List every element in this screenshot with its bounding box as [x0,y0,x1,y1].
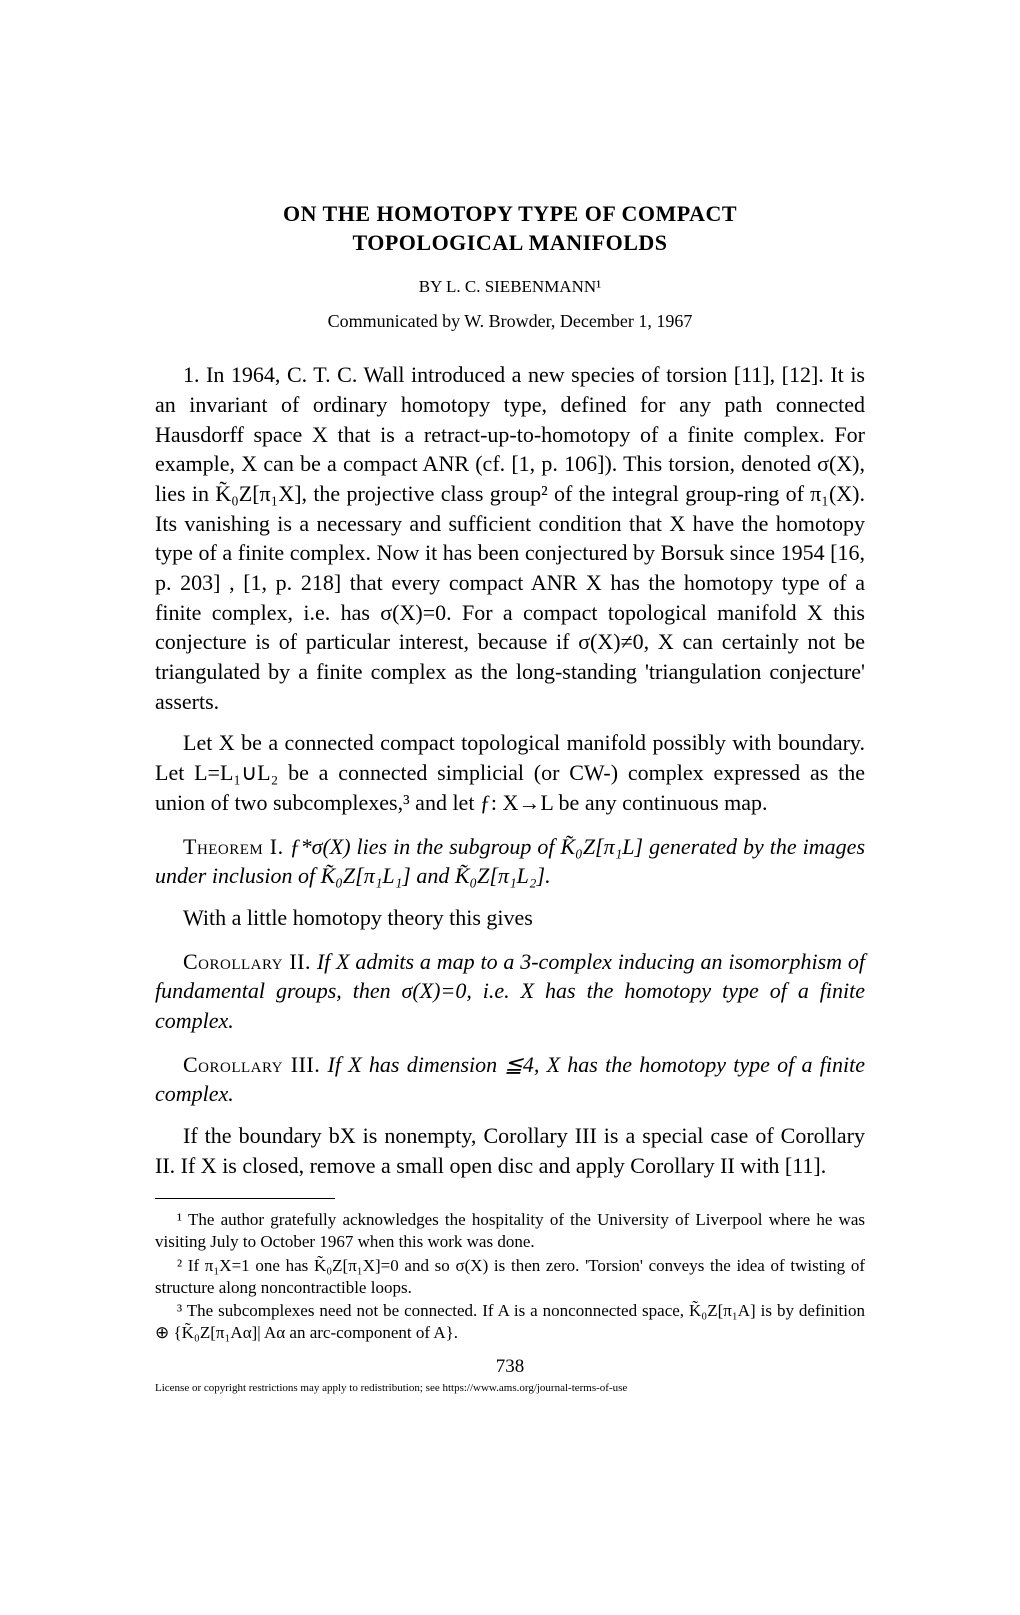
title-line-1: ON THE HOMOTOPY TYPE OF COMPACT [283,201,737,226]
footnote-2: ² If π₁X=1 one has K̃₀Z[π₁X]=0 and so σ(… [155,1255,865,1299]
corollary-2-label: Corollary II. [183,949,311,974]
theorem-1-label: Theorem I. [183,834,284,859]
license-notice: License or copyright restrictions may ap… [155,1382,865,1394]
theorem-1: Theorem I. ƒ*σ(X) lies in the subgroup o… [155,832,865,891]
communicated-by: Communicated by W. Browder, December 1, … [155,311,865,332]
footnote-1: ¹ The author gratefully acknowledges the… [155,1209,865,1253]
corollary-3-label: Corollary III. [183,1052,320,1077]
footnote-rule [155,1198,335,1209]
footnotes-section: ¹ The author gratefully acknowledges the… [155,1209,865,1344]
paper-title: ON THE HOMOTOPY TYPE OF COMPACT TOPOLOGI… [155,200,865,257]
corollary-2: Corollary II. If X admits a map to a 3-c… [155,947,865,1036]
paragraph-2: Let X be a connected compact topological… [155,728,865,817]
paragraph-1: 1. In 1964, C. T. C. Wall introduced a n… [155,360,865,716]
paragraph-3: With a little homotopy theory this gives [155,903,865,933]
paragraph-4: If the boundary bX is nonempty, Corollar… [155,1121,865,1180]
author-byline: BY L. C. SIEBENMANN¹ [155,277,865,297]
title-line-2: TOPOLOGICAL MANIFOLDS [352,230,667,255]
corollary-3: Corollary III. If X has dimension ≦4, X … [155,1050,865,1109]
page-container: ON THE HOMOTOPY TYPE OF COMPACT TOPOLOGI… [0,0,1020,1615]
page-number: 738 [155,1356,865,1378]
footnote-3: ³ The subcomplexes need not be connected… [155,1300,865,1344]
